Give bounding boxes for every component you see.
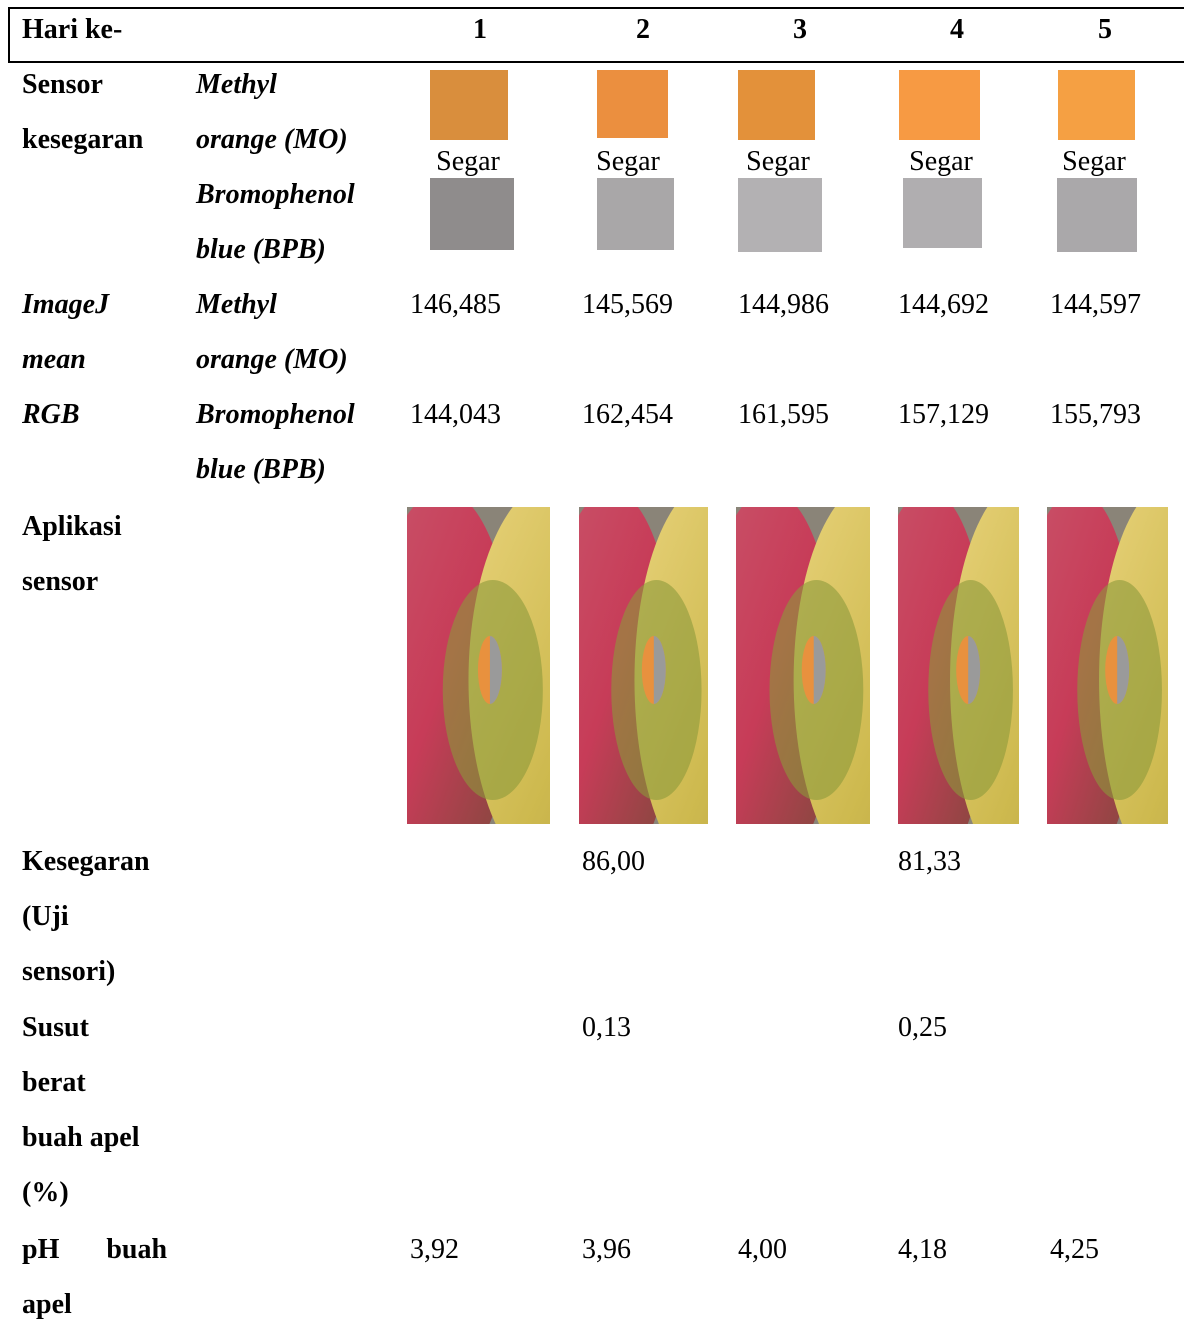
row-label: Sensor [22,69,103,100]
cell-value: 144,597 [1050,289,1141,320]
cell-value: 4,00 [738,1234,787,1265]
cell-value: 157,129 [898,399,989,430]
header-cell: 2 [636,14,650,45]
sensor-bpb [653,636,666,704]
mo-swatch [899,70,980,140]
cell-value: 144,043 [410,399,501,430]
row-label: kesegaran [22,124,144,155]
photo-content [1047,507,1168,824]
header-cell: 5 [1098,14,1112,45]
row-label: apel [22,1289,72,1320]
row-label: RGB [22,399,80,430]
status-label: Segar [596,146,660,177]
sensor-photo [579,507,708,824]
cell-value: 4,25 [1050,1234,1099,1265]
sensor-bpb [968,636,981,704]
cell-value: 144,986 [738,289,829,320]
cell-value: 145,569 [582,289,673,320]
row-label: sensori) [22,956,116,987]
sub-label: Methyl [196,289,277,320]
left-rule [8,7,10,63]
cell-value: 155,793 [1050,399,1141,430]
mo-swatch [738,70,815,140]
bpb-swatch [1057,178,1137,252]
photo-content [579,507,708,824]
row-label: (%) [22,1177,69,1208]
row-label: buah apel [22,1122,140,1153]
mo-swatch [430,70,508,140]
header-cell: 3 [793,14,807,45]
bpb-swatch [430,178,514,250]
status-label: Segar [746,146,810,177]
sensor-photo [898,507,1019,824]
status-label: Segar [436,146,500,177]
sensor-photo [736,507,870,824]
bpb-swatch [903,178,982,248]
sensor-photo [407,507,550,824]
table-top-rule [8,7,1184,9]
cell-value: 81,33 [898,846,961,877]
photo-content [736,507,870,824]
bpb-swatch [597,178,674,250]
header-cell: 4 [950,14,964,45]
sub-label: blue (BPB) [196,234,326,265]
cell-value: 86,00 [582,846,645,877]
sub-label: orange (MO) [196,344,348,375]
bpb-swatch [738,178,822,252]
mo-swatch [1058,70,1135,140]
header-cell: 1 [473,14,487,45]
row-label: sensor [22,566,99,597]
row-label: (Uji [22,901,69,932]
row-label: Aplikasi [22,511,122,542]
sub-label: Bromophenol [196,179,355,210]
row-label: mean [22,344,86,375]
status-label: Segar [1062,146,1126,177]
row-label: Kesegaran [22,846,150,877]
photo-content [898,507,1019,824]
cell-value: 3,92 [410,1234,459,1265]
cell-value: 146,485 [410,289,501,320]
row-label: ImageJ [22,289,110,320]
photo-content [407,507,550,824]
row-label: pH buah [22,1234,168,1265]
cell-value: 161,595 [738,399,829,430]
sensor-bpb [813,636,826,704]
sub-label: orange (MO) [196,124,348,155]
row-label: berat [22,1067,86,1098]
cell-value: 162,454 [582,399,673,430]
sub-label: blue (BPB) [196,454,326,485]
cell-value: 0,25 [898,1012,947,1043]
sensor-photo [1047,507,1168,824]
cell-value: 0,13 [582,1012,631,1043]
cell-value: 3,96 [582,1234,631,1265]
sub-label: Bromophenol [196,399,355,430]
sensor-bpb [1117,636,1130,704]
sensor-bpb [489,636,502,704]
header-rule [8,61,1184,63]
cell-value: 144,692 [898,289,989,320]
cell-value: 4,18 [898,1234,947,1265]
header-cell: Hari ke- [22,14,123,45]
status-label: Segar [909,146,973,177]
sub-label: Methyl [196,69,277,100]
row-label: Susut [22,1012,89,1043]
mo-swatch [597,70,668,138]
